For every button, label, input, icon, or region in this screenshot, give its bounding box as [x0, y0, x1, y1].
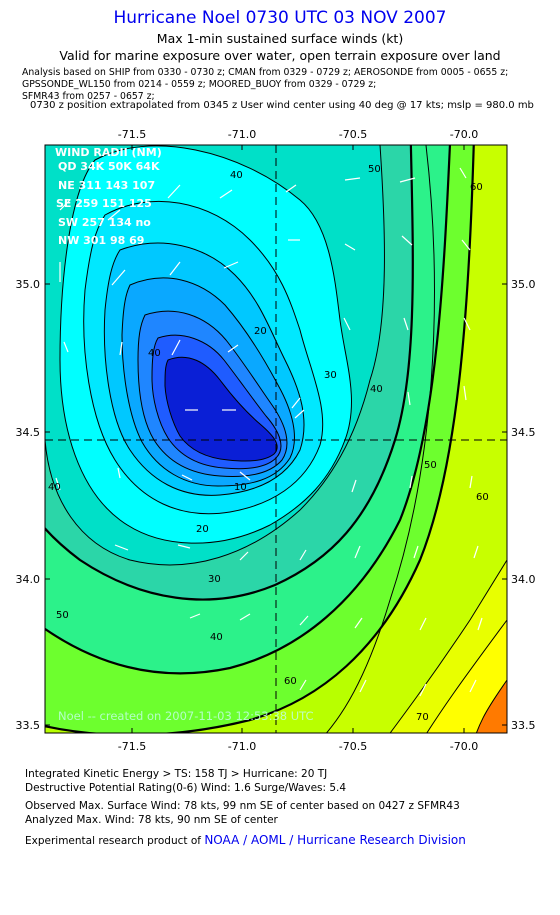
- credit-prefix: Experimental research product of: [25, 835, 205, 847]
- contour-label: 60: [284, 676, 297, 687]
- wind-radii-header: QD 34K 50K 64K: [58, 160, 160, 173]
- contour-label: 20: [196, 524, 209, 535]
- x-tick-label-bottom: -71.5: [118, 740, 146, 753]
- ike-summary: Integrated Kinetic Energy > TS: 158 TJ >…: [25, 768, 328, 780]
- contour-label: 40: [148, 348, 161, 359]
- x-tick-label-bottom: -70.0: [450, 740, 478, 753]
- contour-labels: 10 20 20 30 30 40 40 40 40 40 50 50 50 6…: [48, 164, 489, 723]
- destructive-potential-rating: Destructive Potential Rating(0-6) Wind: …: [25, 782, 347, 794]
- contour-label: 50: [368, 164, 381, 175]
- map-title: Hurricane Noel 0730 UTC 03 NOV 2007: [113, 8, 447, 28]
- contour-label: 50: [56, 610, 69, 621]
- contour-label: 10: [234, 482, 247, 493]
- analysis-sources-line-3: SFMR43 from 0257 - 0657 z;: [22, 91, 155, 102]
- y-tick-label-right: 34.5: [511, 426, 536, 439]
- y-tick-label-left: 35.0: [16, 278, 41, 291]
- plot-frame: [44, 144, 508, 734]
- y-tick-label-right: 34.0: [511, 573, 536, 586]
- contour-label: 30: [324, 370, 337, 381]
- y-tick-label-right: 35.0: [511, 278, 536, 291]
- x-tick-label-top: -71.0: [228, 128, 256, 141]
- credit-line: Experimental research product of NOAA / …: [25, 833, 466, 847]
- analyzed-max-wind: Analyzed Max. Wind: 78 kts, 90 nm SE of …: [25, 814, 278, 826]
- y-tick-label-left: 34.0: [16, 573, 41, 586]
- wind-radii-row: NW 301 98 69: [58, 234, 144, 247]
- wind-radii-title: WIND RADII (NM): [55, 146, 162, 159]
- wind-vector-arrows: [55, 167, 483, 697]
- observed-max-wind: Observed Max. Surface Wind: 78 kts, 99 n…: [25, 800, 460, 812]
- contour-label: 70: [416, 712, 429, 723]
- contour-label: 60: [476, 492, 489, 503]
- y-tick-label-left: 34.5: [16, 426, 41, 439]
- contour-label: 20: [254, 326, 267, 337]
- y-axis-tick-labels: 35.0 34.5 34.0 33.5 35.0 34.5 34.0 33.5: [16, 278, 536, 732]
- position-note: 0730 z position extrapolated from 0345 z…: [30, 100, 534, 111]
- contour-label: 40: [48, 482, 61, 493]
- wind-radii-row: NE 311 143 107: [58, 179, 155, 192]
- x-tick-label-top: -71.5: [118, 128, 146, 141]
- contour-label: 60: [470, 182, 483, 193]
- center-crosshair: [45, 145, 507, 733]
- x-axis-tick-labels: -71.5 -71.0 -70.5 -70.0 -71.5 -71.0 -70.5 -7…: [118, 128, 478, 753]
- creation-watermark: Noel -- created on 2007-11-03 12:53:38 U…: [58, 709, 314, 723]
- credit-organization-link[interactable]: NOAA / AOML / Hurricane Research Divisio…: [204, 833, 466, 847]
- map-subtitle-exposure: Valid for marine exposure over water, op…: [59, 48, 501, 63]
- wind-radii-row: SE 259 151 125: [56, 197, 152, 210]
- wind-contour-field: 10 20 20 30 30 40 40 40 40 40 50 50 50 6…: [45, 145, 507, 733]
- map-subtitle-winds: Max 1-min sustained surface winds (kt): [156, 31, 404, 46]
- wind-radii-row: SW 257 134 no: [58, 216, 151, 229]
- contour-label: 40: [230, 170, 243, 181]
- contour-label: 30: [208, 574, 221, 585]
- wind-radii-table: WIND RADII (NM) QD 34K 50K 64K NE 311 14…: [55, 146, 162, 247]
- x-tick-label-top: -70.0: [450, 128, 478, 141]
- contour-label: 40: [210, 632, 223, 643]
- axis-ticks: [45, 145, 507, 733]
- contour-label: 50: [424, 460, 437, 471]
- analysis-sources-line-1: Analysis based on SHIP from 0330 - 0730 …: [22, 67, 509, 78]
- x-tick-label-bottom: -71.0: [228, 740, 256, 753]
- x-tick-label-top: -70.5: [339, 128, 367, 141]
- x-tick-label-bottom: -70.5: [339, 740, 367, 753]
- analysis-sources-line-2: GPSSONDE_WL150 from 0214 - 0559 z; MOORE…: [22, 79, 377, 90]
- y-tick-label-right: 33.5: [511, 719, 536, 732]
- contour-label: 40: [370, 384, 383, 395]
- y-tick-label-left: 33.5: [16, 719, 41, 732]
